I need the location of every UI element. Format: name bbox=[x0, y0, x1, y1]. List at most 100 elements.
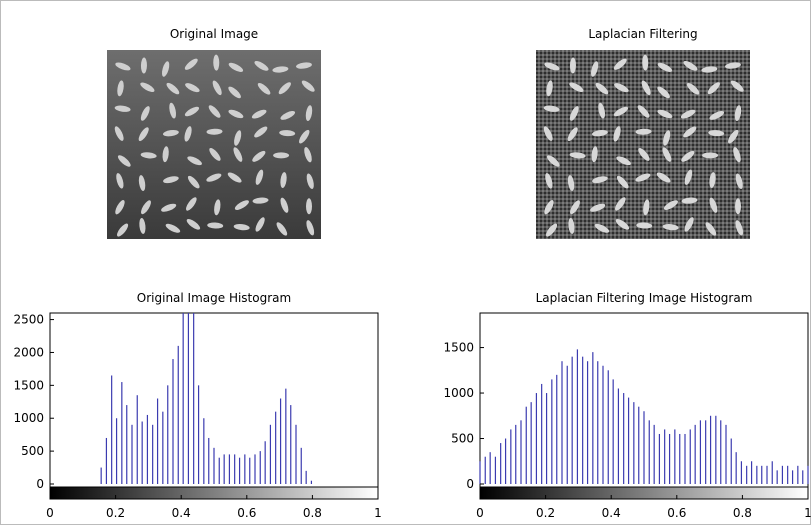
grain bbox=[615, 197, 626, 211]
grain bbox=[683, 61, 698, 71]
grain bbox=[570, 200, 580, 215]
grain bbox=[638, 147, 650, 161]
grain bbox=[686, 82, 700, 95]
grain bbox=[543, 105, 560, 112]
grain bbox=[643, 199, 650, 216]
x-tick-label: 0.8 bbox=[303, 506, 322, 520]
grain bbox=[140, 152, 157, 159]
grain bbox=[636, 222, 653, 229]
grain bbox=[186, 219, 201, 230]
image-title: Original Image bbox=[170, 27, 258, 41]
grain bbox=[684, 217, 694, 232]
grain bbox=[708, 130, 725, 137]
grain bbox=[165, 223, 181, 233]
grain bbox=[138, 127, 149, 142]
grain bbox=[701, 66, 718, 73]
grain bbox=[209, 147, 221, 161]
grain bbox=[187, 175, 200, 189]
grain bbox=[306, 173, 314, 189]
chart-title: Laplacian Filtering Image Histogram bbox=[536, 291, 753, 305]
filtered-image bbox=[536, 50, 750, 239]
grain bbox=[186, 197, 197, 211]
grain bbox=[613, 126, 621, 142]
grain bbox=[161, 61, 170, 77]
y-tick-label: 2000 bbox=[13, 345, 44, 359]
grain bbox=[681, 197, 698, 204]
grain bbox=[680, 109, 696, 119]
grain bbox=[233, 224, 250, 231]
grain bbox=[301, 80, 315, 92]
grain bbox=[709, 197, 718, 213]
x-tick-label: 0.6 bbox=[667, 506, 686, 520]
grain bbox=[255, 217, 265, 232]
colorbar bbox=[479, 486, 809, 500]
grain bbox=[255, 169, 264, 185]
grain bbox=[185, 83, 200, 93]
grain bbox=[592, 176, 608, 184]
grain bbox=[306, 220, 315, 236]
chart-title: Original Image Histogram bbox=[137, 291, 291, 305]
y-tick-label: 1000 bbox=[443, 386, 474, 400]
grain bbox=[684, 169, 693, 185]
grain bbox=[252, 197, 269, 204]
grain bbox=[705, 222, 717, 236]
x-tick-label: 0.4 bbox=[172, 506, 191, 520]
image-background bbox=[536, 50, 750, 239]
grain bbox=[233, 147, 243, 162]
grain bbox=[707, 82, 720, 95]
x-tick-label: 0.2 bbox=[536, 506, 555, 520]
grain bbox=[296, 62, 312, 69]
grain bbox=[657, 62, 673, 72]
grain bbox=[208, 105, 221, 118]
grain bbox=[139, 217, 146, 234]
grain bbox=[278, 82, 291, 95]
grain bbox=[702, 152, 719, 159]
grain bbox=[683, 126, 697, 138]
grain bbox=[162, 129, 179, 137]
grain bbox=[662, 224, 679, 231]
grain bbox=[280, 197, 289, 213]
grain bbox=[590, 203, 606, 212]
grain bbox=[545, 173, 553, 189]
grain bbox=[591, 129, 608, 137]
grain bbox=[116, 173, 124, 189]
grain bbox=[227, 172, 242, 183]
grain bbox=[206, 128, 223, 135]
grain bbox=[166, 82, 180, 95]
grain bbox=[546, 223, 558, 237]
grain bbox=[598, 102, 606, 119]
y-tick-label: 500 bbox=[21, 444, 44, 458]
grain bbox=[657, 86, 670, 99]
grain bbox=[613, 58, 627, 70]
grain bbox=[662, 147, 672, 162]
grain bbox=[656, 172, 671, 183]
grain bbox=[546, 155, 560, 167]
grain bbox=[544, 62, 560, 71]
grain bbox=[306, 198, 313, 215]
grain bbox=[207, 222, 224, 229]
grain bbox=[735, 220, 744, 236]
grain bbox=[213, 54, 220, 71]
grain bbox=[140, 57, 147, 74]
grain bbox=[212, 80, 222, 96]
grain bbox=[663, 200, 678, 210]
grain bbox=[299, 129, 310, 144]
grain bbox=[734, 105, 742, 122]
grain bbox=[234, 200, 249, 210]
grain bbox=[614, 83, 629, 93]
grain bbox=[616, 156, 631, 166]
grain bbox=[567, 175, 575, 191]
grain bbox=[234, 130, 242, 146]
x-tick-label: 1 bbox=[374, 506, 382, 520]
x-tick-label: 0.4 bbox=[602, 506, 621, 520]
grain bbox=[228, 86, 241, 99]
grain bbox=[251, 109, 267, 119]
grain bbox=[161, 203, 177, 212]
grain bbox=[304, 147, 312, 163]
grain bbox=[544, 200, 554, 215]
grain bbox=[184, 106, 200, 117]
grain bbox=[140, 106, 150, 121]
grain bbox=[569, 152, 586, 159]
colorbar bbox=[49, 486, 379, 500]
